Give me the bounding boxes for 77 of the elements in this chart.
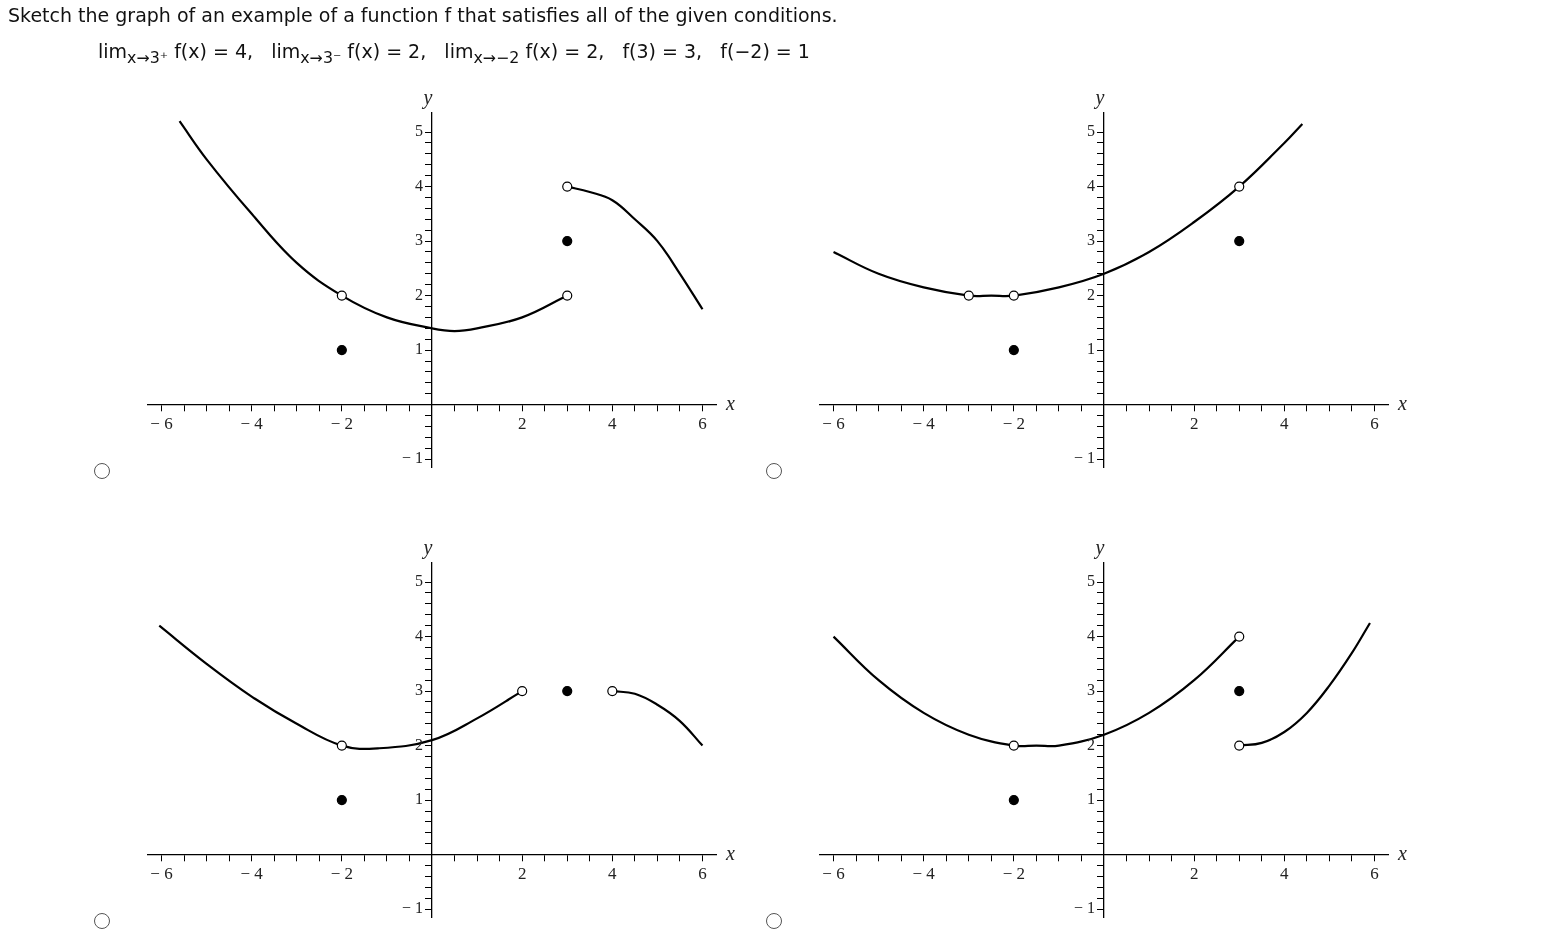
y-tick-label: 3: [415, 231, 423, 249]
point: [562, 181, 573, 192]
x-tick-label: − 4: [240, 864, 264, 884]
y-tick-label: 1: [415, 340, 423, 358]
y-tick-label: 4: [415, 626, 423, 644]
point: [562, 685, 573, 696]
y-tick-label: 5: [1087, 572, 1095, 590]
x-tick-label: − 2: [1002, 864, 1026, 884]
y-tick-label: 4: [1087, 176, 1095, 194]
x-tick-label: 2: [1189, 864, 1199, 884]
point: [1008, 740, 1019, 751]
x-tick-label: − 2: [330, 414, 354, 434]
x-tick-label: 6: [1370, 864, 1379, 884]
y-tick-label: 5: [1087, 122, 1095, 140]
point: [562, 290, 573, 301]
y-tick-label: 3: [1087, 231, 1095, 249]
point: [336, 794, 347, 805]
x-tick-label: 4: [608, 414, 618, 434]
y-tick-label: − 1: [1073, 449, 1095, 467]
point: [1234, 685, 1245, 696]
x-tick-label: 2: [517, 864, 527, 884]
x-tick-label: − 2: [1002, 414, 1026, 434]
y-tick-label: 2: [1087, 735, 1095, 753]
x-axis-title: x: [725, 841, 735, 864]
x-axis-title: x: [725, 391, 735, 414]
y-tick-label: − 1: [401, 449, 423, 467]
x-tick-label: 4: [1280, 414, 1290, 434]
x-tick-label: − 6: [822, 864, 845, 884]
point: [1234, 631, 1245, 642]
x-tick-label: 6: [698, 864, 707, 884]
x-tick-label: 2: [1189, 414, 1199, 434]
y-axis-title: y: [1093, 536, 1105, 560]
point: [1008, 290, 1019, 301]
y-tick-label: 1: [1087, 790, 1095, 808]
point: [336, 740, 347, 751]
y-axis-title: y: [1093, 86, 1105, 110]
chart-subtitle: lim$_{x→3⁺}$ f(x) = 4, lim$_{x→3⁻}$ f(x) = 2, lim$_{x→−2}$ f(x) = 2, f(3) = 3, f(−2) = 1: [98, 40, 811, 67]
x-tick-label: − 4: [240, 414, 264, 434]
x-tick-label: 2: [517, 414, 527, 434]
x-tick-label: − 6: [150, 414, 173, 434]
y-tick-label: 3: [415, 681, 423, 699]
y-tick-label: 4: [415, 176, 423, 194]
point: [963, 290, 974, 301]
y-tick-label: 1: [415, 790, 423, 808]
y-tick-label: 5: [415, 572, 423, 590]
point: [562, 235, 573, 246]
point: [517, 685, 528, 696]
x-tick-label: 4: [1280, 864, 1290, 884]
x-axis-title: x: [1397, 841, 1407, 864]
y-tick-label: 2: [415, 285, 423, 303]
y-axis-title: y: [421, 86, 433, 110]
x-tick-label: 6: [1370, 414, 1379, 434]
point: [1234, 740, 1245, 751]
point: [336, 344, 347, 355]
x-tick-label: − 6: [150, 864, 173, 884]
x-tick-label: 4: [608, 864, 618, 884]
chart-title: Sketch the graph of an example of a function f that satisfies all of the given conditions.: [8, 4, 839, 26]
y-axis-title: y: [421, 536, 433, 560]
y-tick-label: 2: [1087, 285, 1095, 303]
point: [1234, 181, 1245, 192]
x-tick-label: − 6: [822, 414, 845, 434]
y-tick-label: 4: [1087, 626, 1095, 644]
point: [607, 685, 618, 696]
y-tick-label: 3: [1087, 681, 1095, 699]
point: [1234, 235, 1245, 246]
y-tick-label: − 1: [401, 899, 423, 917]
x-tick-label: − 4: [912, 414, 936, 434]
x-axis-title: x: [1397, 391, 1407, 414]
point: [336, 290, 347, 301]
point: [1008, 344, 1019, 355]
point: [1008, 794, 1019, 805]
x-tick-label: − 2: [330, 864, 354, 884]
x-tick-label: 6: [698, 414, 707, 434]
x-tick-label: − 4: [912, 864, 936, 884]
y-tick-label: − 1: [1073, 899, 1095, 917]
y-tick-label: 5: [415, 122, 423, 140]
y-tick-label: 1: [1087, 340, 1095, 358]
